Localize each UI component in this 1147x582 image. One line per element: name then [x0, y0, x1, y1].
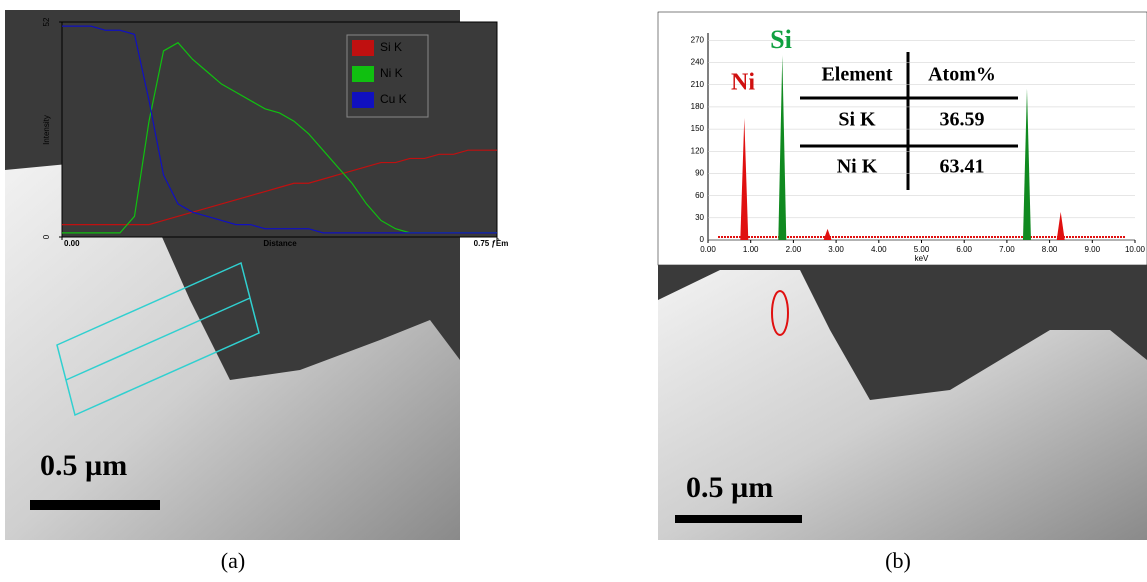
caption: (a) — [221, 548, 245, 573]
y-axis-label: Intensity — [42, 115, 51, 145]
y-tick-label: 120 — [691, 146, 705, 155]
y-tick-label: 270 — [691, 36, 705, 45]
x-axis-label: keV — [915, 254, 929, 263]
legend-label: Si K — [380, 40, 402, 54]
spectrum-panel — [658, 12, 1147, 265]
y-tick-label: 52 — [42, 17, 51, 26]
table-cell: 63.41 — [940, 156, 985, 178]
table-header: Element — [821, 64, 892, 86]
plot-area-a — [62, 22, 497, 237]
peak-annotation: Ni — [731, 70, 755, 96]
x-axis-label: Distance — [263, 239, 297, 248]
peak-annotation: Si — [770, 25, 792, 54]
x-tick-label: 0.00 — [700, 245, 716, 254]
x-tick-label: 8.00 — [1042, 245, 1058, 254]
y-tick-label: 0 — [700, 235, 705, 244]
x-tick-label: 5.00 — [914, 245, 930, 254]
x-tick-label: 0.75 ƒÈm — [474, 239, 509, 248]
scale-label: 0.5 µm — [686, 471, 773, 504]
table-cell: Si K — [838, 109, 876, 131]
legend-label: Ni K — [380, 66, 403, 80]
x-tick-label: 3.00 — [828, 245, 844, 254]
legend-swatch — [352, 66, 374, 82]
figure: 0.5 µm (a) 0.5 µm (b) Element Atom% Si K… — [0, 0, 1147, 577]
table-cell: Ni K — [837, 156, 878, 178]
x-tick-label: 9.00 — [1085, 245, 1101, 254]
y-tick-label: 90 — [695, 169, 704, 178]
table-cell: 36.59 — [940, 109, 985, 131]
legend-label: Cu K — [380, 92, 407, 106]
caption: (b) — [885, 548, 911, 573]
table-header: Atom% — [928, 64, 996, 86]
x-tick-label: 7.00 — [999, 245, 1015, 254]
x-tick-label: 0.00 — [64, 239, 80, 248]
x-tick-label: 10.00 — [1125, 245, 1146, 254]
scale-bar — [675, 515, 802, 523]
y-tick-label: 30 — [695, 213, 704, 222]
scale-label: 0.5 µm — [40, 449, 127, 482]
y-tick-label: 210 — [691, 80, 705, 89]
scale-bar — [30, 500, 160, 510]
x-tick-label: 4.00 — [871, 245, 887, 254]
legend-swatch — [352, 40, 374, 56]
legend-swatch — [352, 92, 374, 108]
y-tick-label: 240 — [691, 58, 705, 67]
x-tick-label: 1.00 — [743, 245, 759, 254]
y-tick-label: 60 — [695, 191, 704, 200]
x-tick-label: 2.00 — [786, 245, 802, 254]
x-tick-label: 6.00 — [956, 245, 972, 254]
y-tick-label: 150 — [691, 124, 705, 133]
y-tick-label: 0 — [42, 234, 51, 239]
y-tick-label: 180 — [691, 102, 705, 111]
